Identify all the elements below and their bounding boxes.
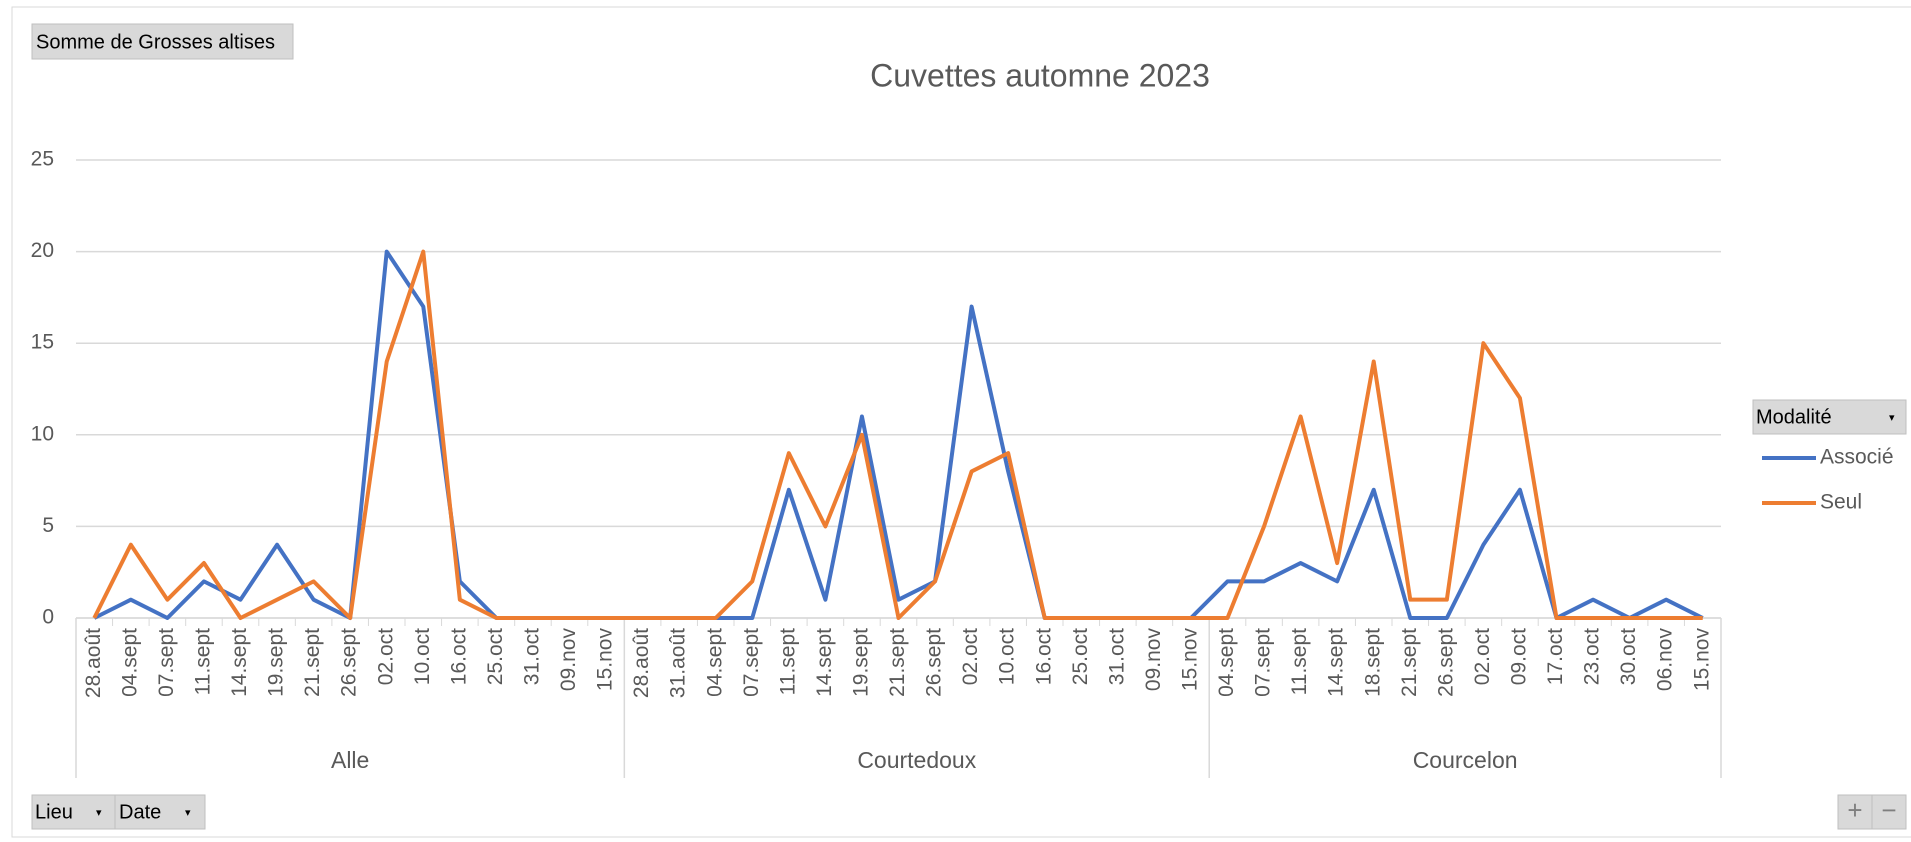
y-tick-label: 0 — [42, 606, 54, 629]
group-label: Alle — [331, 747, 369, 773]
x-tick-label: 31.oct — [1105, 628, 1128, 685]
group-label: Courcelon — [1413, 747, 1518, 773]
x-tick-label: 19.sept — [265, 628, 288, 697]
field-button[interactable] — [31, 23, 294, 60]
chart-title: Cuvettes automne 2023 — [870, 57, 1210, 93]
chart-border — [11, 6, 1911, 838]
x-tick-label: 07.sept — [1252, 628, 1275, 697]
x-tick-label: 19.sept — [849, 628, 872, 697]
series-line — [93, 249, 1704, 620]
axis-button[interactable] — [114, 794, 206, 830]
zoom-out[interactable]: − — [1881, 795, 1896, 825]
x-tick-label: 25.oct — [1069, 628, 1092, 685]
x-tick-label: 14.sept — [813, 628, 836, 697]
x-tick-label: 21.sept — [886, 628, 909, 697]
x-tick-label: 26.sept — [923, 628, 946, 697]
x-tick-label: 25.oct — [484, 628, 507, 685]
x-tick-label: 16.oct — [447, 628, 470, 685]
legend-label: Associé — [1820, 446, 1894, 469]
x-tick-label: 04.sept — [1215, 628, 1238, 697]
x-tick-label: 09.nov — [1142, 628, 1165, 692]
legend-label: Seul — [1820, 491, 1862, 514]
x-tick-label: 11.sept — [1288, 628, 1311, 695]
axis-button[interactable] — [31, 794, 116, 830]
y-tick-label: 25 — [31, 148, 54, 171]
zoom-button[interactable] — [1837, 794, 1873, 830]
axis-button-label[interactable]: Lieu — [35, 801, 73, 823]
x-tick-label: 06.nov — [1654, 628, 1677, 692]
x-tick-label: 10.oct — [411, 628, 434, 685]
series-line — [92, 249, 1703, 620]
x-tick-label: 15.nov — [594, 628, 617, 692]
x-tick-label: 26.sept — [1434, 628, 1457, 697]
x-tick-label: 15.nov — [1690, 628, 1713, 692]
x-tick-label: 11.sept — [776, 628, 799, 695]
legend-title[interactable]: Modalité — [1756, 406, 1832, 428]
x-tick-label: 21.sept — [1398, 628, 1421, 697]
x-tick-label: 10.oct — [996, 628, 1019, 685]
dropdown-arrow[interactable]: ▾ — [185, 807, 191, 819]
x-tick-label: 07.sept — [740, 628, 763, 697]
x-tick-label: 11.sept — [191, 628, 214, 695]
x-tick-label: 31.oct — [520, 628, 543, 685]
x-tick-label: 21.sept — [301, 628, 324, 697]
x-tick-label: 28.août — [630, 628, 653, 698]
x-tick-label: 17.oct — [1544, 628, 1567, 685]
field-button-label[interactable]: Somme de Grosses altises — [36, 31, 275, 53]
y-tick-label: 10 — [31, 422, 54, 445]
x-tick-label: 16.oct — [1032, 628, 1055, 685]
x-tick-label: 30.oct — [1617, 628, 1640, 685]
x-tick-label: 04.sept — [118, 628, 141, 697]
x-tick-label: 18.sept — [1361, 628, 1384, 697]
zoom-in[interactable]: + — [1847, 795, 1862, 825]
y-tick-label: 20 — [31, 239, 54, 262]
x-tick-label: 02.oct — [959, 628, 982, 685]
x-tick-label: 09.oct — [1507, 628, 1530, 685]
x-tick-label: 09.nov — [557, 628, 580, 692]
x-tick-label: 14.sept — [1325, 628, 1348, 697]
x-tick-label: 14.sept — [228, 628, 251, 697]
dropdown-arrow[interactable]: ▾ — [96, 807, 102, 819]
x-tick-label: 23.oct — [1581, 628, 1604, 685]
x-tick-label: 31.août — [667, 628, 690, 698]
x-tick-label: 07.sept — [155, 628, 178, 697]
dropdown-arrow[interactable]: ▾ — [1889, 412, 1895, 424]
group-label: Courtedoux — [857, 747, 976, 773]
y-tick-label: 5 — [42, 514, 54, 537]
x-tick-label: 28.août — [82, 628, 105, 698]
zoom-button[interactable] — [1871, 794, 1907, 830]
x-tick-label: 02.oct — [1471, 628, 1494, 685]
x-tick-label: 04.sept — [703, 628, 726, 697]
legend-button[interactable] — [1752, 399, 1907, 435]
x-tick-label: 26.sept — [338, 628, 361, 697]
axis-button-label[interactable]: Date — [119, 801, 161, 823]
y-tick-label: 15 — [31, 331, 54, 354]
x-tick-label: 02.oct — [374, 628, 397, 685]
x-tick-label: 15.nov — [1178, 628, 1201, 692]
